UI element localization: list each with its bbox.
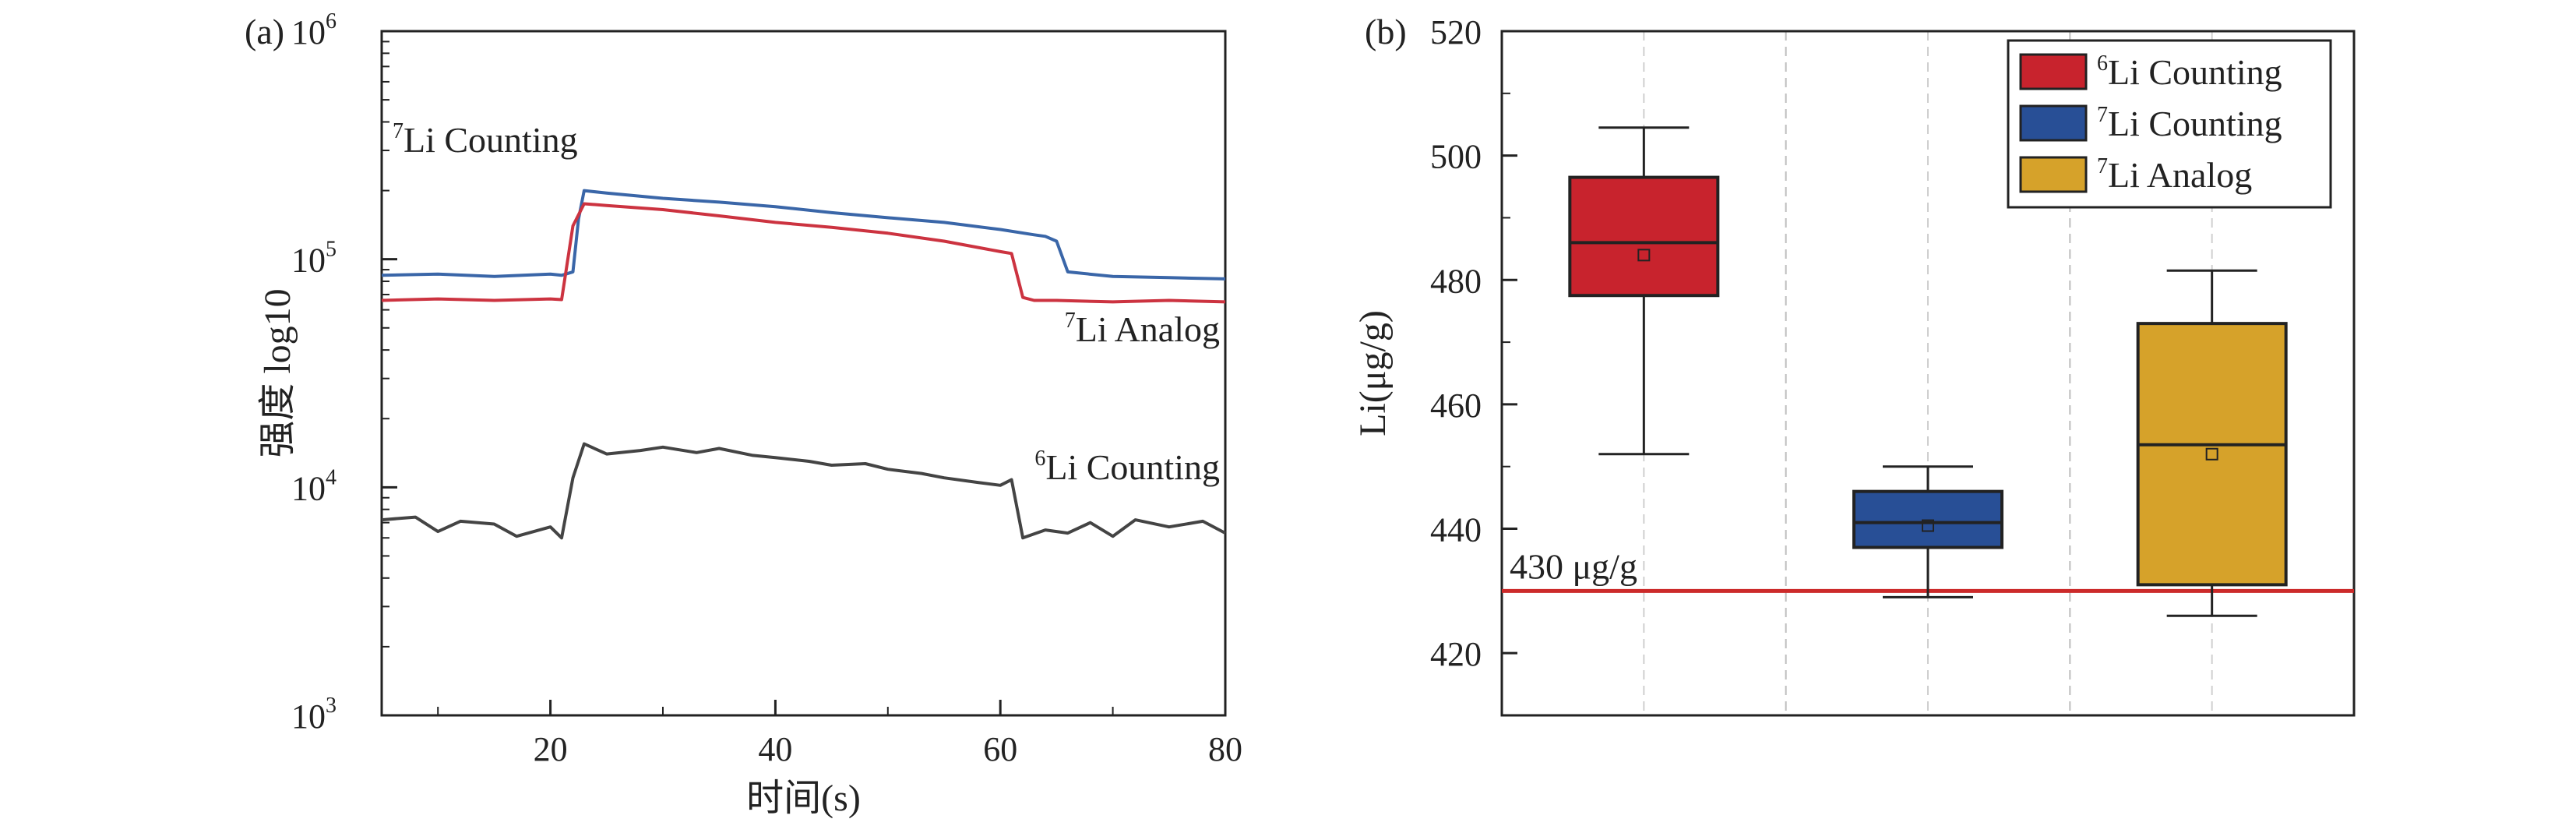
series-annotation-li6-counting-sup: 6 bbox=[1034, 447, 1045, 471]
legend-swatch-li7-analog bbox=[2019, 156, 2088, 193]
series-line-li6-counting bbox=[381, 442, 1226, 540]
y-tick-label: 500 bbox=[1430, 138, 1482, 176]
box-mean-marker-li7-counting bbox=[1922, 519, 1934, 532]
x-axis-title: 时间(s) bbox=[746, 778, 861, 819]
y-tick-exp: 3 bbox=[326, 694, 337, 718]
y-tick-label: 105 bbox=[291, 238, 337, 280]
y-tick-label: 460 bbox=[1430, 387, 1482, 425]
series-annotation-li7-analog: 7Li Analog bbox=[1065, 309, 1220, 349]
x-tick-label: 40 bbox=[758, 730, 792, 768]
series-annotation-li6-counting: 6Li Counting bbox=[1034, 447, 1220, 487]
legend-label-li6-counting: 6Li Counting bbox=[2097, 51, 2282, 92]
y-tick-base: 10 bbox=[291, 469, 326, 507]
legend-label-li7-counting-sup: 7 bbox=[2097, 103, 2108, 127]
y-tick-exp: 5 bbox=[326, 238, 337, 262]
y-tick-exp: 4 bbox=[326, 465, 337, 489]
x-tick-label: 80 bbox=[1208, 730, 1242, 768]
y-tick-label: 104 bbox=[291, 465, 337, 507]
series-line-li7-analog bbox=[381, 202, 1226, 304]
y-tick-label: 420 bbox=[1430, 635, 1482, 673]
reference-line-label: 430 μg/g bbox=[1510, 546, 1637, 586]
series-annotation-li7-counting-text: Li Counting bbox=[403, 120, 578, 160]
box-mean-marker-li7-analog bbox=[2205, 447, 2218, 461]
y-axis-title: 强度 log10 bbox=[257, 288, 298, 457]
series-annotation-li7-analog-text: Li Analog bbox=[1076, 309, 1220, 349]
panel-label: (b) bbox=[1365, 12, 1407, 51]
panel-label: (a) bbox=[245, 12, 284, 51]
series-line-li7-counting bbox=[381, 189, 1226, 281]
legend-swatch-li7-counting bbox=[2019, 104, 2088, 142]
legend-label-li7-analog: 7Li Analog bbox=[2097, 154, 2252, 195]
series-annotation-li7-counting: 7Li Counting bbox=[393, 119, 578, 160]
legend-label-li7-counting-text: Li Counting bbox=[2108, 104, 2282, 143]
y-axis-title: Li(μg/g) bbox=[1352, 310, 1394, 436]
series-annotation-li6-counting-text: Li Counting bbox=[1045, 447, 1220, 487]
y-tick-label: 440 bbox=[1430, 511, 1482, 549]
y-tick-base: 10 bbox=[291, 13, 326, 51]
series-annotation-li7-counting-sup: 7 bbox=[393, 119, 403, 143]
x-tick-label: 20 bbox=[534, 730, 568, 768]
x-tick-label: 60 bbox=[983, 730, 1017, 768]
y-tick-label: 520 bbox=[1430, 13, 1482, 51]
y-tick-base: 10 bbox=[291, 242, 326, 280]
legend-swatch-li6-counting bbox=[2019, 53, 2088, 90]
plot-area-frame bbox=[1500, 30, 2356, 717]
box-li7-analog bbox=[2136, 322, 2288, 587]
legend-label-li6-counting-text: Li Counting bbox=[2108, 52, 2282, 92]
plot-area-frame bbox=[380, 30, 1227, 717]
box-mean-marker-li6-counting bbox=[1637, 249, 1651, 262]
y-tick-label: 106 bbox=[291, 9, 337, 51]
y-tick-label: 480 bbox=[1430, 262, 1482, 300]
y-tick-label: 103 bbox=[291, 694, 337, 736]
y-tick-exp: 6 bbox=[326, 9, 337, 34]
box-li6-counting bbox=[1568, 175, 1720, 298]
legend-label-li6-counting-sup: 6 bbox=[2097, 51, 2108, 76]
legend-label-li7-counting: 7Li Counting bbox=[2097, 103, 2282, 143]
legend-label-li7-analog-text: Li Analog bbox=[2108, 155, 2252, 195]
legend-label-li7-analog-sup: 7 bbox=[2097, 154, 2108, 178]
y-tick-base: 10 bbox=[291, 697, 326, 736]
series-annotation-li7-analog-sup: 7 bbox=[1065, 309, 1076, 333]
